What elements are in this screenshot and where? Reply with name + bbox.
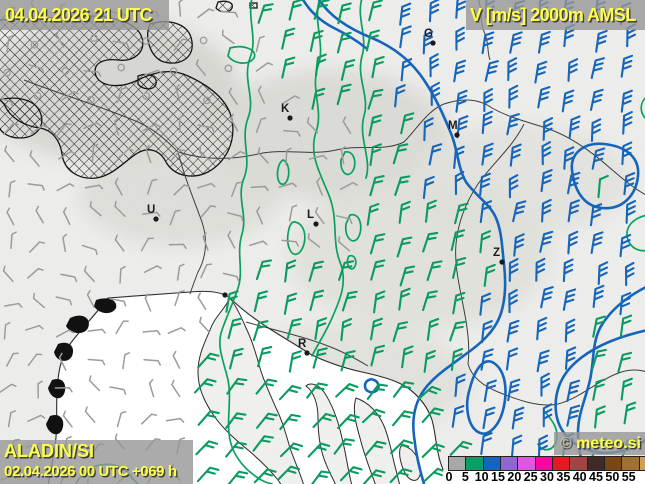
copyright-name: meteo.si [576,435,641,452]
copyright: © meteo.si [553,432,645,455]
city-markers: G K M U L Z R [147,28,505,356]
legend-ticks-background [443,470,645,484]
legend-color-cell [499,456,519,471]
city-marker-dot [222,292,228,298]
legend-tick-label: 30 [540,470,554,484]
legend-tick-label: 25 [523,470,538,484]
wind-speed-legend: 0 5 10 15 20 25 30 35 40 45 50 55 [443,455,645,484]
svg-text:U: U [147,204,155,216]
legend-color-cell [638,456,645,471]
city-marker-Z: Z [493,247,505,265]
legend-tick-label: 55 [621,470,636,484]
svg-text:R: R [298,338,307,350]
city-marker-R: R [298,338,310,356]
legend-tick-label: 40 [572,470,587,484]
legend-colorbar [448,456,645,471]
legend-tick-label: 45 [589,470,603,484]
legend-tick-label: 35 [556,470,571,484]
city-marker-U: U [147,204,159,222]
svg-text:Z: Z [493,247,500,259]
legend-tick-label: 15 [491,470,505,484]
legend-color-cell [551,456,571,471]
legend-color-cell [534,456,553,471]
city-marker-G: G [424,28,436,46]
legend-color-cell [569,456,588,471]
legend-color-cell [603,456,623,471]
legend-color-cell [448,456,467,471]
svg-text:M: M [448,120,458,132]
city-marker-K: K [281,103,293,121]
legend-tick-label: 10 [474,470,489,484]
legend-color-cell [621,456,640,471]
legend-tick-label: 0 [445,470,453,484]
legend-color-cell [465,456,484,471]
model-run-valid: 02.04.2026 00 UTC +069 h [4,463,177,480]
hatched-high-terrain [0,0,258,179]
city-marker-L: L [307,209,319,227]
legend-tick-label: 5 [461,470,469,484]
legend-color-cell [586,456,605,471]
svg-text:K: K [281,103,290,115]
copyright-icon: © [559,435,572,452]
model-name: ALADIN/SI [4,441,94,461]
legend-tick-label: 50 [605,470,620,484]
svg-text:G: G [424,28,433,40]
country-borders [23,0,645,406]
svg-text:L: L [307,209,314,221]
legend-color-cell [517,456,536,471]
legend-tick-label: 20 [507,470,522,484]
run-time-label: 04.04.2026 21 UTC [0,0,169,30]
model-info: ALADIN/SI 02.04.2026 00 UTC +069 h [0,440,193,484]
legend-color-cell [482,456,501,471]
city-marker-M: M [448,120,460,138]
map-title: V [m/s] 2000m AMSL [466,0,645,30]
